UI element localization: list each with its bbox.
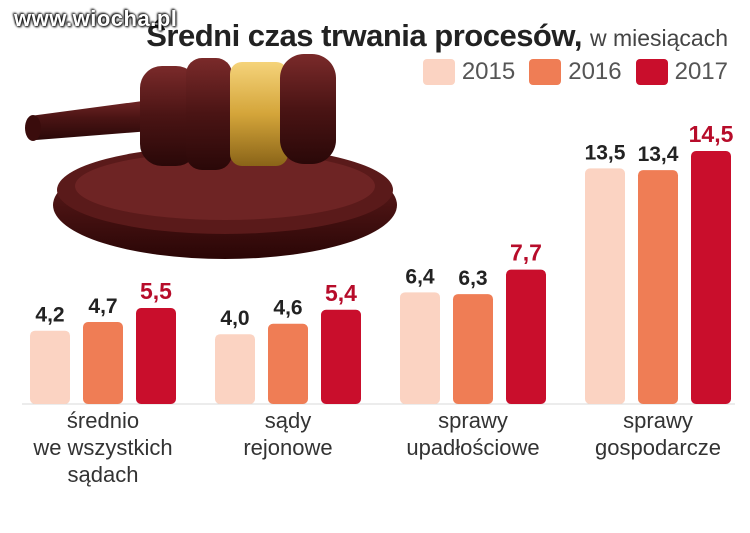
watermark-text: www.wiocha.pl	[14, 6, 178, 31]
data-label-sprawy-gospodarcze-2016: 13,4	[638, 143, 679, 166]
data-label-sprawy-gospodarcze-2017: 14,5	[689, 121, 734, 147]
category-label-sprawy-upadlosciowe-line-1: sprawy	[438, 408, 508, 433]
bar-sprawy-gospodarcze-2017	[691, 150, 731, 404]
data-label-srednio-2017: 5,5	[140, 278, 172, 304]
bar-sprawy-upadlosciowe-2017	[506, 269, 546, 404]
data-label-srednio-2015: 4,2	[35, 304, 64, 327]
data-label-sprawy-upadlosciowe-2016: 6,3	[458, 267, 487, 290]
category-label-sady-rejonowe-line-2: rejonowe	[243, 435, 332, 460]
legend-swatch-2015	[422, 59, 455, 85]
bar-sprawy-gospodarcze-2016	[638, 170, 678, 404]
legend-label-2016: 2016	[568, 58, 622, 85]
bar-sprawy-upadlosciowe-2016	[453, 294, 493, 404]
legend-swatch-2017	[635, 59, 668, 85]
bar-srednio-2016	[83, 321, 123, 404]
category-label-sady-rejonowe-line-1: sądy	[265, 408, 311, 433]
legend-item-2016: 2016	[529, 58, 622, 86]
bar-sady-rejonowe-2015	[215, 334, 255, 404]
category-label-sprawy-gospodarcze-line-2: gospodarcze	[595, 435, 721, 460]
bar-srednio-2015	[30, 330, 70, 404]
legend-item-2015: 2015	[422, 58, 516, 86]
bar-srednio-2017	[136, 308, 176, 404]
legend-label-2015: 2015	[461, 58, 516, 85]
data-label-sady-rejonowe-2015: 4,0	[220, 307, 249, 330]
legend-swatch-2016	[529, 59, 562, 85]
data-label-sady-rejonowe-2016: 4,6	[273, 297, 302, 320]
category-label-srednio-line-2: we wszystkich	[32, 435, 172, 460]
category-label-srednio-line-1: średnio	[67, 408, 139, 433]
category-label-srednio-line-3: sądach	[68, 462, 139, 487]
data-label-sprawy-upadlosciowe-2015: 6,4	[405, 265, 435, 288]
legend-label-2017: 2017	[674, 58, 728, 85]
bar-sprawy-upadlosciowe-2015	[400, 292, 440, 404]
data-label-sprawy-upadlosciowe-2017: 7,7	[510, 240, 542, 266]
data-label-srednio-2016: 4,7	[88, 295, 117, 318]
data-label-sprawy-gospodarcze-2015: 13,5	[585, 141, 626, 164]
legend-item-2017: 2017	[635, 58, 728, 86]
category-label-sprawy-gospodarcze-line-1: sprawy	[623, 408, 693, 433]
legend: 2015 2016 2017	[422, 58, 728, 86]
chart-subtitle: w miesiącach	[589, 25, 728, 51]
category-label-sprawy-upadlosciowe-line-2: upadłościowe	[406, 435, 539, 460]
data-label-sady-rejonowe-2017: 5,4	[325, 280, 357, 306]
chart-title-text: Średni czas trwania procesów,	[146, 18, 582, 53]
chart-title: Średni czas trwania procesów, w miesiącac…	[146, 18, 728, 54]
bar-sady-rejonowe-2017	[321, 309, 361, 404]
bar-sprawy-gospodarcze-2015	[585, 168, 625, 404]
bar-sady-rejonowe-2016	[268, 323, 308, 404]
